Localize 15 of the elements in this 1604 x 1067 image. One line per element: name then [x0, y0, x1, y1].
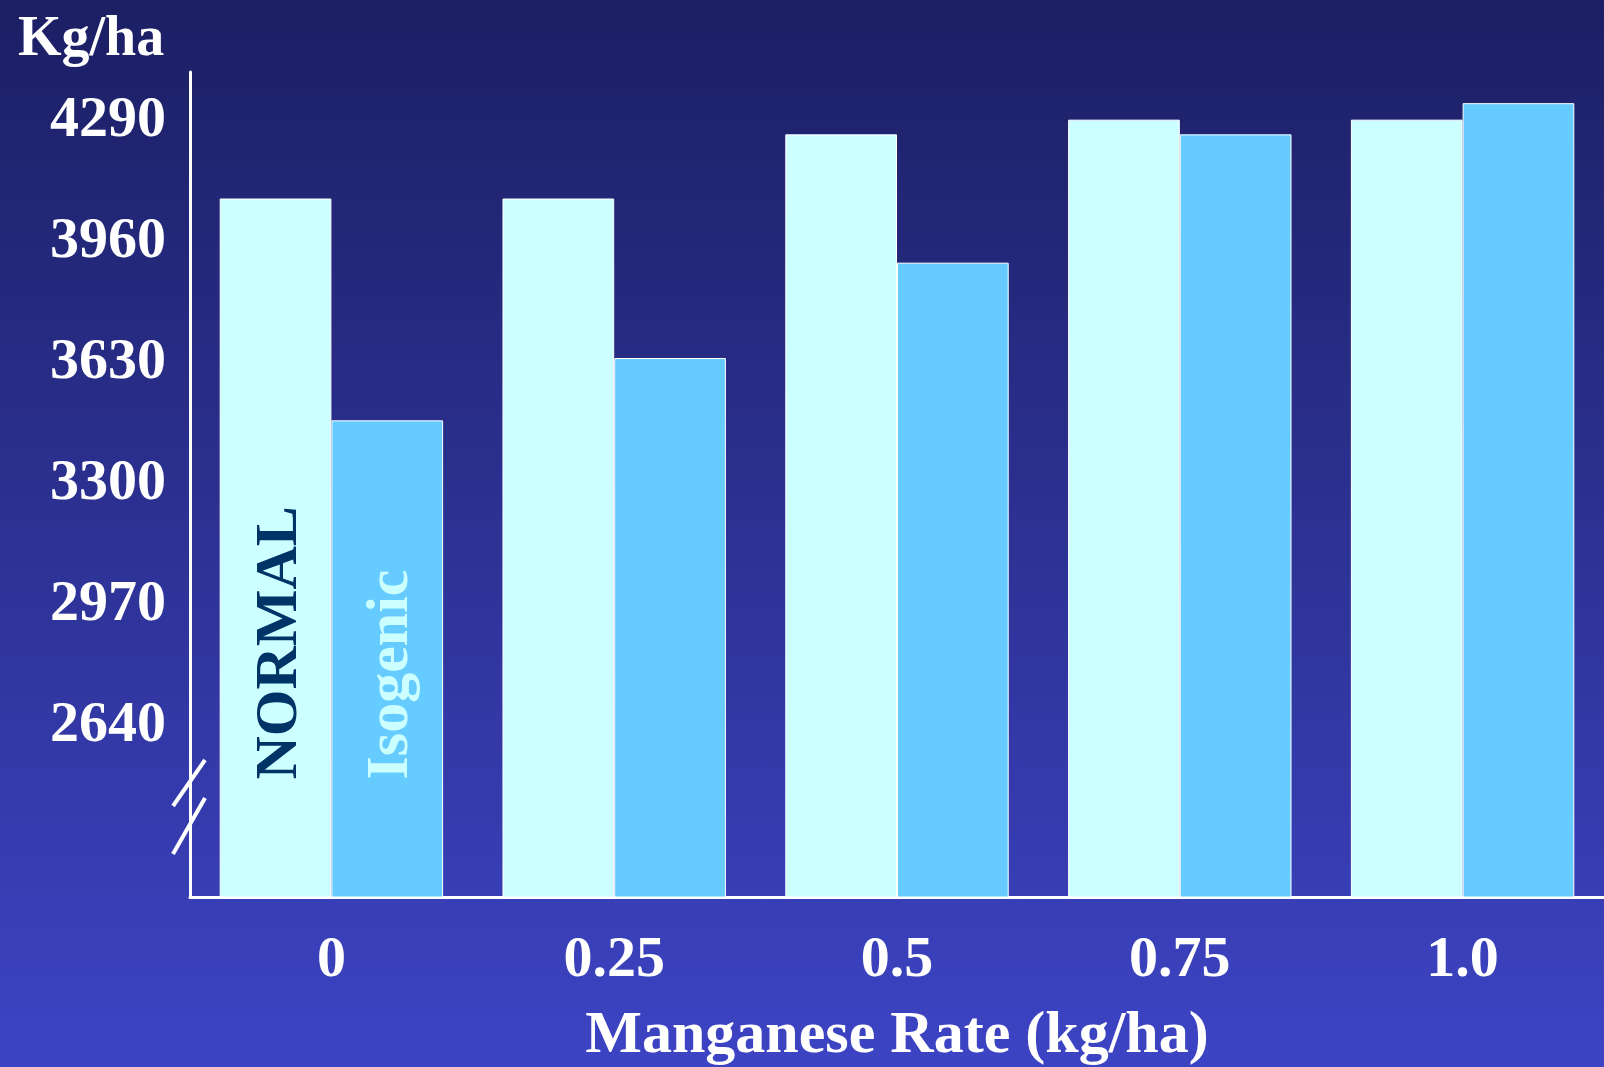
- y-tick-label: 3630: [50, 325, 166, 391]
- series-label: Isogenic: [354, 569, 421, 780]
- x-tick-label: 0.75: [1129, 923, 1231, 989]
- x-tick-label: 0.5: [860, 923, 934, 989]
- x-tick-label: 0.25: [563, 923, 665, 989]
- y-tick-label: 3300: [50, 446, 166, 512]
- y-axis-title: Kg/ha: [18, 5, 165, 67]
- y-tick-label: 2640: [50, 688, 166, 754]
- y-tick-label: 4290: [50, 83, 166, 149]
- x-axis-title: Manganese Rate (kg/ha): [585, 999, 1209, 1065]
- y-tick-label: 2970: [50, 567, 166, 633]
- y-tick-label: 3960: [50, 204, 166, 270]
- x-tick-label: 0: [316, 923, 346, 989]
- x-tick-label: 1.0: [1426, 923, 1499, 989]
- series-label: NORMAL: [242, 506, 309, 780]
